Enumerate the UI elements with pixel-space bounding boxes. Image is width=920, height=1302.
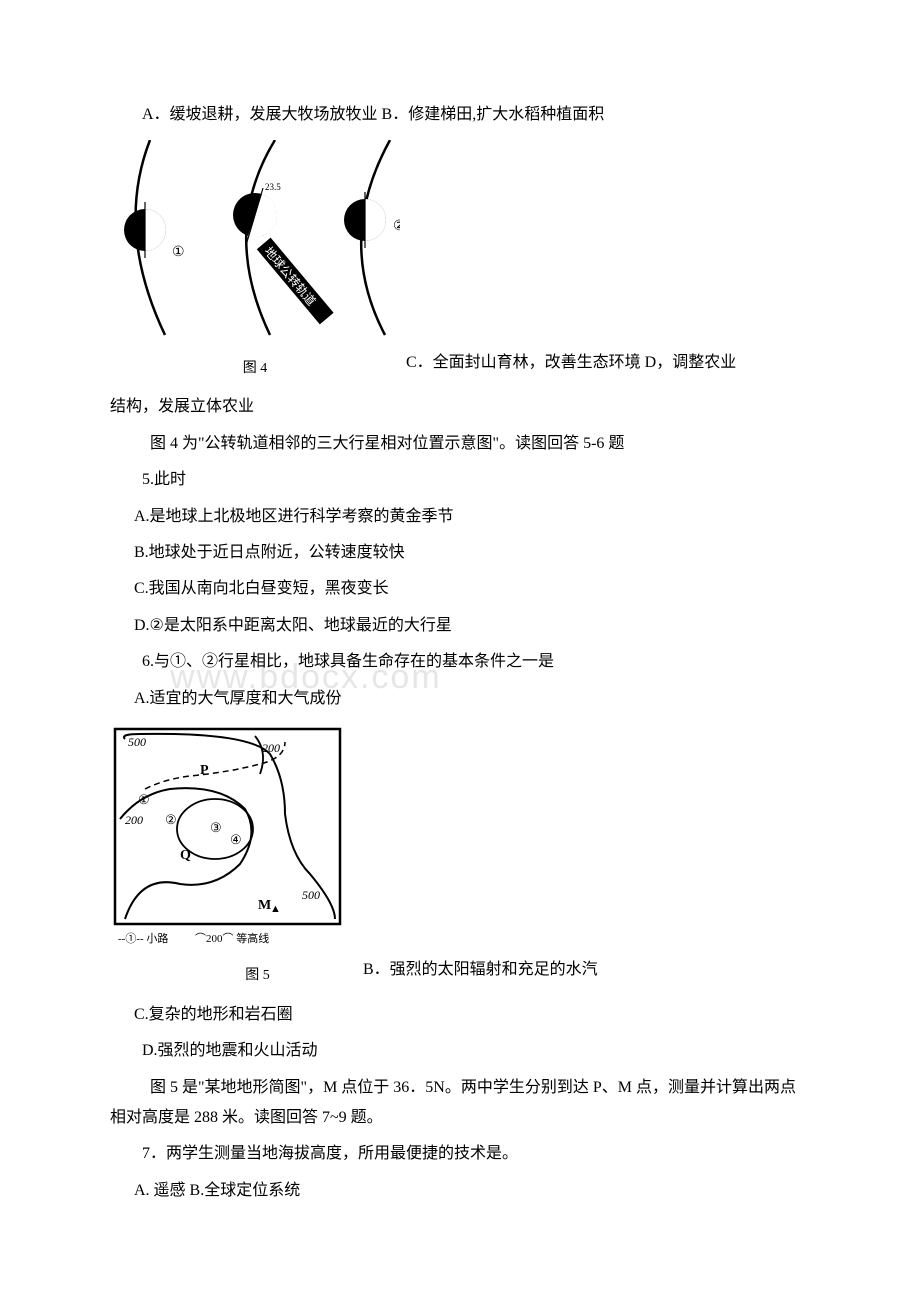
intro-fig5: 图 5 是"某地地形简图"，M 点位于 36．5N。两中学生分别到达 P、M 点… [110,1073,810,1134]
q6-option-a: A.适宜的大气厚度和大气成份 [110,684,810,714]
q6-option-b: B．强烈的太阳辐射和充足的水汽 [345,955,598,989]
fig4-label-1: ① [172,245,185,260]
svg-text:200: 200 [262,741,280,755]
fig4-label-2: ② [393,219,400,234]
q5-option-d: D.②是太阳系中距离太阳、地球最近的大行星 [110,611,810,641]
figure-5-block: 500 200 200 500 P Q M ▲ ① ② ③ ④ --①-- 小路… [110,724,810,990]
q7-options-ab: A. 遥感 B.全球定位系统 [110,1176,810,1206]
svg-text:P: P [200,763,209,778]
svg-text:①: ① [138,792,150,807]
figure-4-caption: 图 4 [110,356,400,383]
figure-5-diagram: 500 200 200 500 P Q M ▲ ① ② ③ ④ --①-- 小路… [110,724,345,954]
q5-option-b: B.地球处于近日点附近，公转速度较快 [110,538,810,568]
intro-fig4: 图 4 为"公转轨道相邻的三大行星相对位置示意图"。读图回答 5-6 题 [110,429,810,459]
figure-5-svg-wrap: 500 200 200 500 P Q M ▲ ① ② ③ ④ --①-- 小路… [110,724,345,990]
figure-4-block: 23.5 ① ② 地球公转轨道 图 4 C．全面封山育林，改善生态环境 D，调整… [110,140,810,382]
fig4-orbit-label: 地球公转轨道 [261,244,319,309]
svg-text:⌒200⌒ 等高线: ⌒200⌒ 等高线 [195,931,269,945]
svg-text:③: ③ [210,820,222,835]
svg-text:23.5: 23.5 [265,182,281,192]
svg-text:Q: Q [180,848,191,863]
svg-text:▲: ▲ [270,903,281,915]
svg-text:④: ④ [230,832,242,847]
figure-4-diagram: 23.5 ① ② 地球公转轨道 [110,140,400,350]
q6-stem: 6.与①、②行星相比，地球具备生命存在的基本条件之一是 [110,647,810,677]
svg-text:200: 200 [125,813,143,827]
q4-options-cd-part2: 结构，发展立体农业 [110,392,810,422]
q7-stem: 7．两学生测量当地海拔高度，所用最便捷的技术是。 [110,1139,810,1169]
figure-5-caption: 图 5 [110,963,345,990]
q4-options-ab: A．缓坡退耕，发展大牧场放牧业 B．修建梯田,扩大水稻种植面积 [110,100,810,130]
svg-text:500: 500 [302,888,320,902]
q5-option-a: A.是地球上北极地区进行科学考察的黄金季节 [110,502,810,532]
q4-options-cd-part1: C．全面封山育林，改善生态环境 D，调整农业 [400,348,736,382]
q6-option-c: C.复杂的地形和岩石圈 [110,1000,810,1030]
figure-4-svg-wrap: 23.5 ① ② 地球公转轨道 图 4 [110,140,400,382]
q6-option-d: D.强烈的地震和火山活动 [110,1036,810,1066]
svg-text:②: ② [165,812,177,827]
svg-text:500: 500 [128,735,146,749]
q5-option-c: C.我国从南向北白昼变短，黑夜变长 [110,574,810,604]
svg-text:--①-- 小路: --①-- 小路 [118,932,168,945]
q5-stem: 5.此时 [110,465,810,495]
